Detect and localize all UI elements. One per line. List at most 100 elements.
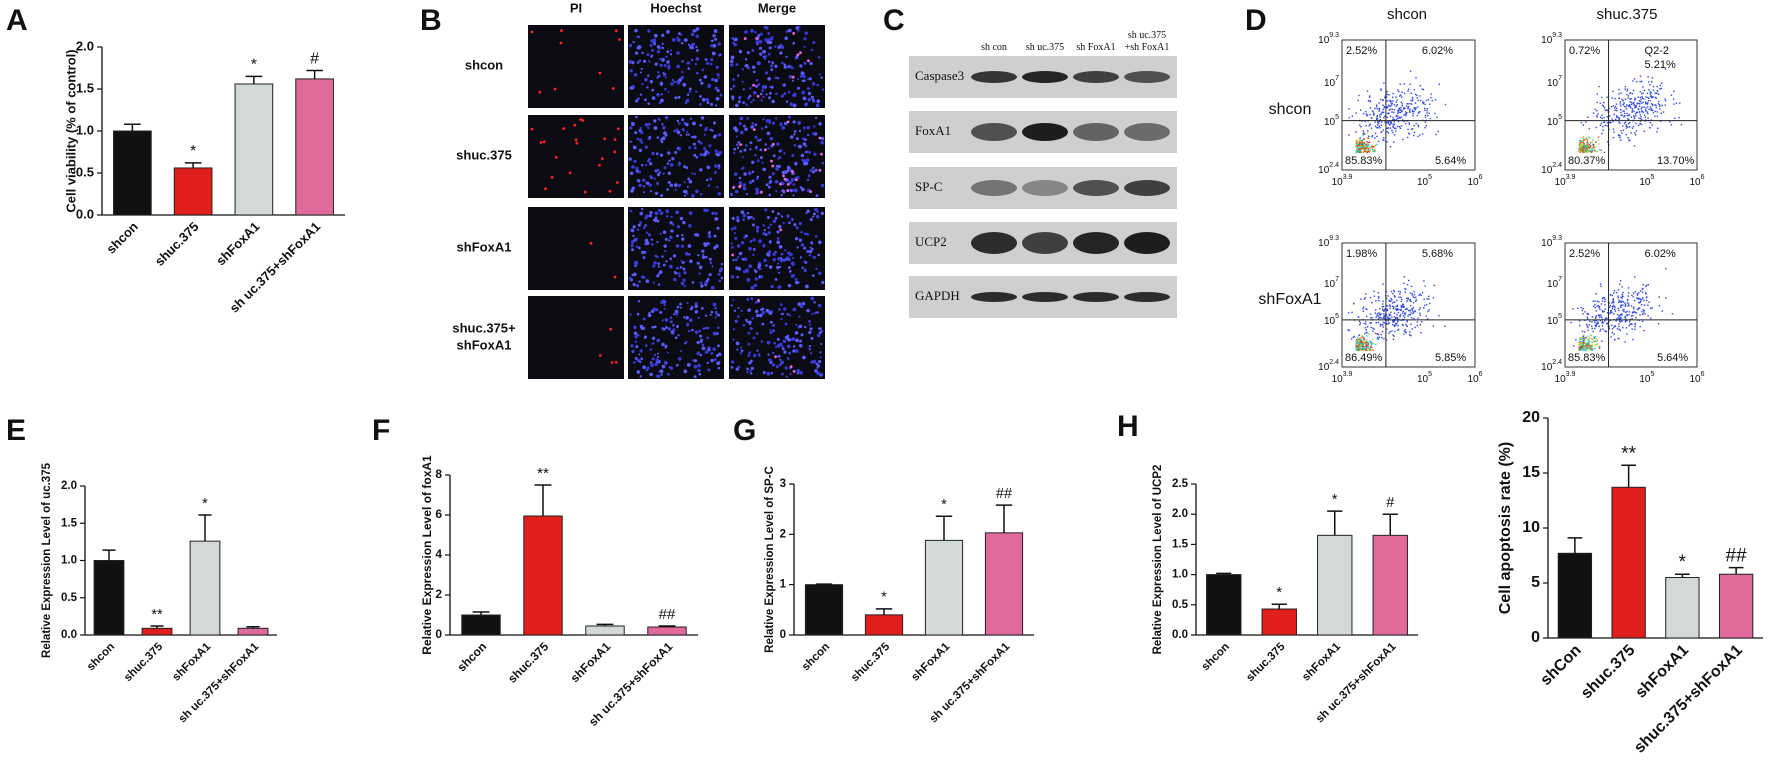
event-dot <box>1660 87 1662 90</box>
event-dot <box>1393 295 1396 297</box>
event-dot <box>1631 323 1633 325</box>
event-dot <box>1356 341 1358 344</box>
nucleus <box>634 51 639 55</box>
nucleus <box>716 73 720 77</box>
pi-signal <box>820 152 823 156</box>
event-dot <box>1651 307 1653 309</box>
nucleus <box>640 67 643 71</box>
event-dot <box>1625 108 1628 110</box>
event-dot <box>1355 131 1357 133</box>
significance-marker: ** <box>1621 443 1636 464</box>
tick-label: 109.3 <box>1541 235 1562 249</box>
significance-marker: * <box>251 57 257 74</box>
nucleus <box>793 130 797 133</box>
event-dot <box>1579 151 1582 153</box>
event-dot <box>1590 145 1592 147</box>
event-dot <box>1366 335 1368 337</box>
event-dot <box>1378 120 1381 123</box>
event-dot <box>1627 295 1630 297</box>
event-dot <box>1414 300 1417 302</box>
nucleus <box>647 29 651 33</box>
nucleus <box>775 190 778 193</box>
event-dot <box>1594 108 1596 111</box>
event-dot <box>1578 147 1580 150</box>
event-dot <box>1398 125 1401 128</box>
event-dot <box>1397 329 1399 331</box>
nucleus <box>638 138 643 142</box>
nucleus <box>633 325 637 330</box>
pi-signal <box>581 119 585 122</box>
nucleus <box>768 193 772 197</box>
nucleus <box>688 179 693 184</box>
nucleus <box>795 226 799 230</box>
event-dot <box>1387 295 1389 297</box>
event-dot <box>1617 307 1619 310</box>
nucleus <box>673 313 676 316</box>
event-dot <box>1644 304 1646 306</box>
event-dot <box>1365 343 1367 345</box>
event-dot <box>1360 144 1362 147</box>
nucleus <box>770 64 774 68</box>
nucleus <box>667 372 670 376</box>
event-dot <box>1358 346 1361 348</box>
nucleus <box>787 115 791 119</box>
event-dot <box>1407 136 1409 139</box>
event-dot <box>1392 125 1394 127</box>
x-tick-label: shCon <box>1537 642 1584 689</box>
event-dot <box>1602 129 1604 131</box>
event-dot <box>1369 107 1372 109</box>
event-dot <box>1386 121 1389 124</box>
event-dot <box>1367 148 1370 150</box>
event-dot <box>1444 103 1447 106</box>
event-dot <box>1584 149 1587 152</box>
event-dot <box>1623 110 1625 112</box>
panel-label: A <box>6 4 28 37</box>
nucleus <box>811 166 815 170</box>
event-dot <box>1411 294 1413 296</box>
bar <box>984 532 1024 636</box>
nucleus <box>649 361 653 364</box>
micrograph <box>729 207 825 290</box>
nucleus <box>639 221 643 225</box>
nucleus <box>662 125 666 130</box>
nucleus <box>777 354 781 358</box>
nucleus <box>805 158 810 162</box>
tick-exponent: 5 <box>1335 114 1339 121</box>
event-dot <box>1629 101 1631 103</box>
event-dot <box>1606 317 1608 319</box>
tick-exponent: 9.3 <box>1329 32 1339 39</box>
nucleus <box>644 77 648 82</box>
nucleus <box>687 133 690 136</box>
tick-exponent: 3.9 <box>1343 371 1353 378</box>
event-dot <box>1592 305 1595 308</box>
nucleus <box>691 58 694 62</box>
event-dot <box>1639 101 1642 103</box>
event-dot <box>1393 134 1396 136</box>
event-dot <box>1363 132 1365 134</box>
event-dot <box>1625 106 1627 108</box>
nucleus <box>729 63 734 67</box>
event-dot <box>1634 97 1636 100</box>
event-dot <box>1657 127 1659 130</box>
event-dot <box>1358 320 1361 323</box>
event-dot <box>1406 112 1408 114</box>
nucleus <box>715 354 719 358</box>
event-dot <box>1636 111 1639 113</box>
nucleus <box>790 66 794 70</box>
nucleus <box>690 42 695 47</box>
event-dot <box>1370 342 1372 344</box>
nucleus <box>686 131 689 134</box>
event-dot <box>1601 104 1604 106</box>
event-dot <box>1362 150 1365 153</box>
event-dot <box>1393 121 1396 123</box>
event-dot <box>1412 306 1415 309</box>
nucleus <box>764 38 769 42</box>
nucleus <box>634 356 638 360</box>
tick-label: 105 <box>1547 313 1562 327</box>
nucleus <box>747 171 752 176</box>
event-dot <box>1412 301 1415 304</box>
event-dot <box>1582 139 1585 141</box>
event-dot <box>1409 292 1412 294</box>
event-dot <box>1646 111 1649 113</box>
nucleus <box>667 151 671 155</box>
